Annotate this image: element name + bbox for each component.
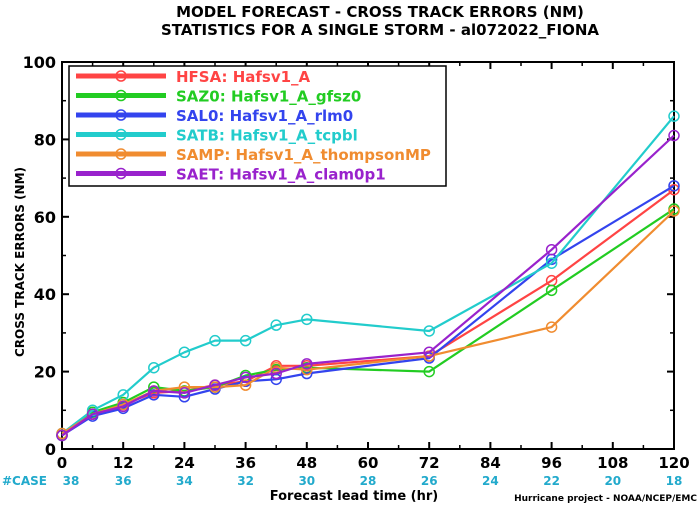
series-2 <box>56 180 680 442</box>
chart-title: MODEL FORECAST - CROSS TRACK ERRORS (NM) <box>176 3 584 21</box>
series-layer <box>56 110 680 442</box>
case-counts: 38 36 34 32 30 28 26 24 22 20 18 <box>63 474 683 488</box>
legend-label: SATB: Hafsv1_A_tcpbl <box>176 127 358 145</box>
case-count: 28 <box>360 474 377 488</box>
legend-label: SAET: Hafsv1_A_clam0p1 <box>176 166 386 184</box>
legend-marker <box>115 70 127 82</box>
data-point <box>86 408 99 420</box>
data-point <box>239 371 252 384</box>
y-axis-label: CROSS TRACK ERRORS (NM) <box>13 167 27 357</box>
data-point <box>545 321 558 333</box>
case-count: 18 <box>666 474 683 488</box>
legend-label: SAMP: Hafsv1_A_thompsonMP <box>176 146 431 164</box>
x-tick-label: 48 <box>296 454 317 472</box>
data-point <box>117 400 129 413</box>
legend-item: SAL0: Hafsv1_A_rlm0 <box>76 107 353 125</box>
x-tick-label: 84 <box>480 454 501 472</box>
x-tick-label: 120 <box>658 454 689 472</box>
data-point <box>668 110 680 122</box>
data-point <box>148 361 160 374</box>
x-tick-label: 12 <box>113 454 134 472</box>
y-tick-label: 100 <box>23 53 56 72</box>
axes: 0 12 24 36 48 60 72 84 96 108 120 0 20 40 60 80 100 <box>23 53 690 472</box>
data-point <box>148 385 160 397</box>
data-point <box>178 346 191 358</box>
x-tick-label: 36 <box>235 454 256 472</box>
case-count: 20 <box>604 474 621 488</box>
legend-marker <box>115 89 127 102</box>
legend-marker <box>115 128 127 141</box>
x-tick-label: 72 <box>419 454 440 472</box>
data-point <box>668 180 680 192</box>
case-count: 26 <box>421 474 438 488</box>
legend-label: SAL0: Hafsv1_A_rlm0 <box>176 107 353 125</box>
data-point <box>56 429 68 442</box>
legend-label: HFSA: Hafsv1_A <box>176 68 311 86</box>
data-point <box>423 325 435 337</box>
data-point <box>209 379 221 391</box>
data-point <box>545 243 558 256</box>
data-point <box>301 358 313 370</box>
data-point <box>270 319 282 331</box>
legend-item: SATB: Hafsv1_A_tcpbl <box>76 127 358 145</box>
x-tick-label: 60 <box>358 454 379 472</box>
data-point <box>423 346 435 358</box>
series-5 <box>56 129 680 442</box>
legend-item: SAMP: Hafsv1_A_thompsonMP <box>76 146 431 164</box>
legend-item: SAET: Hafsv1_A_clam0p1 <box>76 166 386 184</box>
x-tick-label: 108 <box>597 454 628 472</box>
chart-subtitle: STATISTICS FOR A SINGLE STORM - al072022… <box>161 21 599 39</box>
y-tick-label: 20 <box>34 363 56 382</box>
legend-marker <box>115 109 127 121</box>
data-point <box>423 365 435 378</box>
x-tick-label: 0 <box>57 454 67 472</box>
x-axis-label: Forecast lead time (hr) <box>270 489 438 504</box>
case-count: 32 <box>237 474 254 488</box>
case-count: 30 <box>298 474 315 488</box>
y-tick-label: 80 <box>34 130 56 149</box>
data-point <box>209 334 221 347</box>
data-point <box>301 313 313 326</box>
case-count: 38 <box>63 474 80 488</box>
x-tick-label: 96 <box>541 454 562 472</box>
y-tick-label: 40 <box>34 285 56 304</box>
case-count-label: #CASE <box>2 474 47 488</box>
case-count: 22 <box>543 474 560 488</box>
data-point <box>668 129 680 142</box>
case-count: 34 <box>176 474 193 488</box>
data-point <box>239 334 252 347</box>
series-4 <box>56 205 680 440</box>
credit-text: Hurricane project - NOAA/NCEP/EMC <box>514 494 697 504</box>
x-tick-label: 24 <box>174 454 195 472</box>
data-point <box>270 367 282 380</box>
case-count: 24 <box>482 474 499 488</box>
legend: HFSA: Hafsv1_A SAZ0: Hafsv1_A_gfsz0SAL0: … <box>68 65 447 187</box>
legend-marker <box>115 148 127 160</box>
legend-marker <box>115 167 127 180</box>
data-point <box>178 387 191 399</box>
y-tick-label: 60 <box>34 208 56 227</box>
legend-item: HFSA: Hafsv1_A <box>76 68 311 86</box>
case-count: 36 <box>115 474 132 488</box>
series-line <box>61 208 675 437</box>
data-point <box>545 257 558 269</box>
y-tick-label: 0 <box>45 440 56 459</box>
legend-box <box>68 65 447 187</box>
data-point <box>239 379 252 391</box>
legend-label: SAZ0: Hafsv1_A_gfsz0 <box>176 88 361 106</box>
data-point <box>545 284 558 297</box>
legend-item: SAZ0: Hafsv1_A_gfsz0 <box>76 88 361 106</box>
data-point <box>668 205 680 217</box>
